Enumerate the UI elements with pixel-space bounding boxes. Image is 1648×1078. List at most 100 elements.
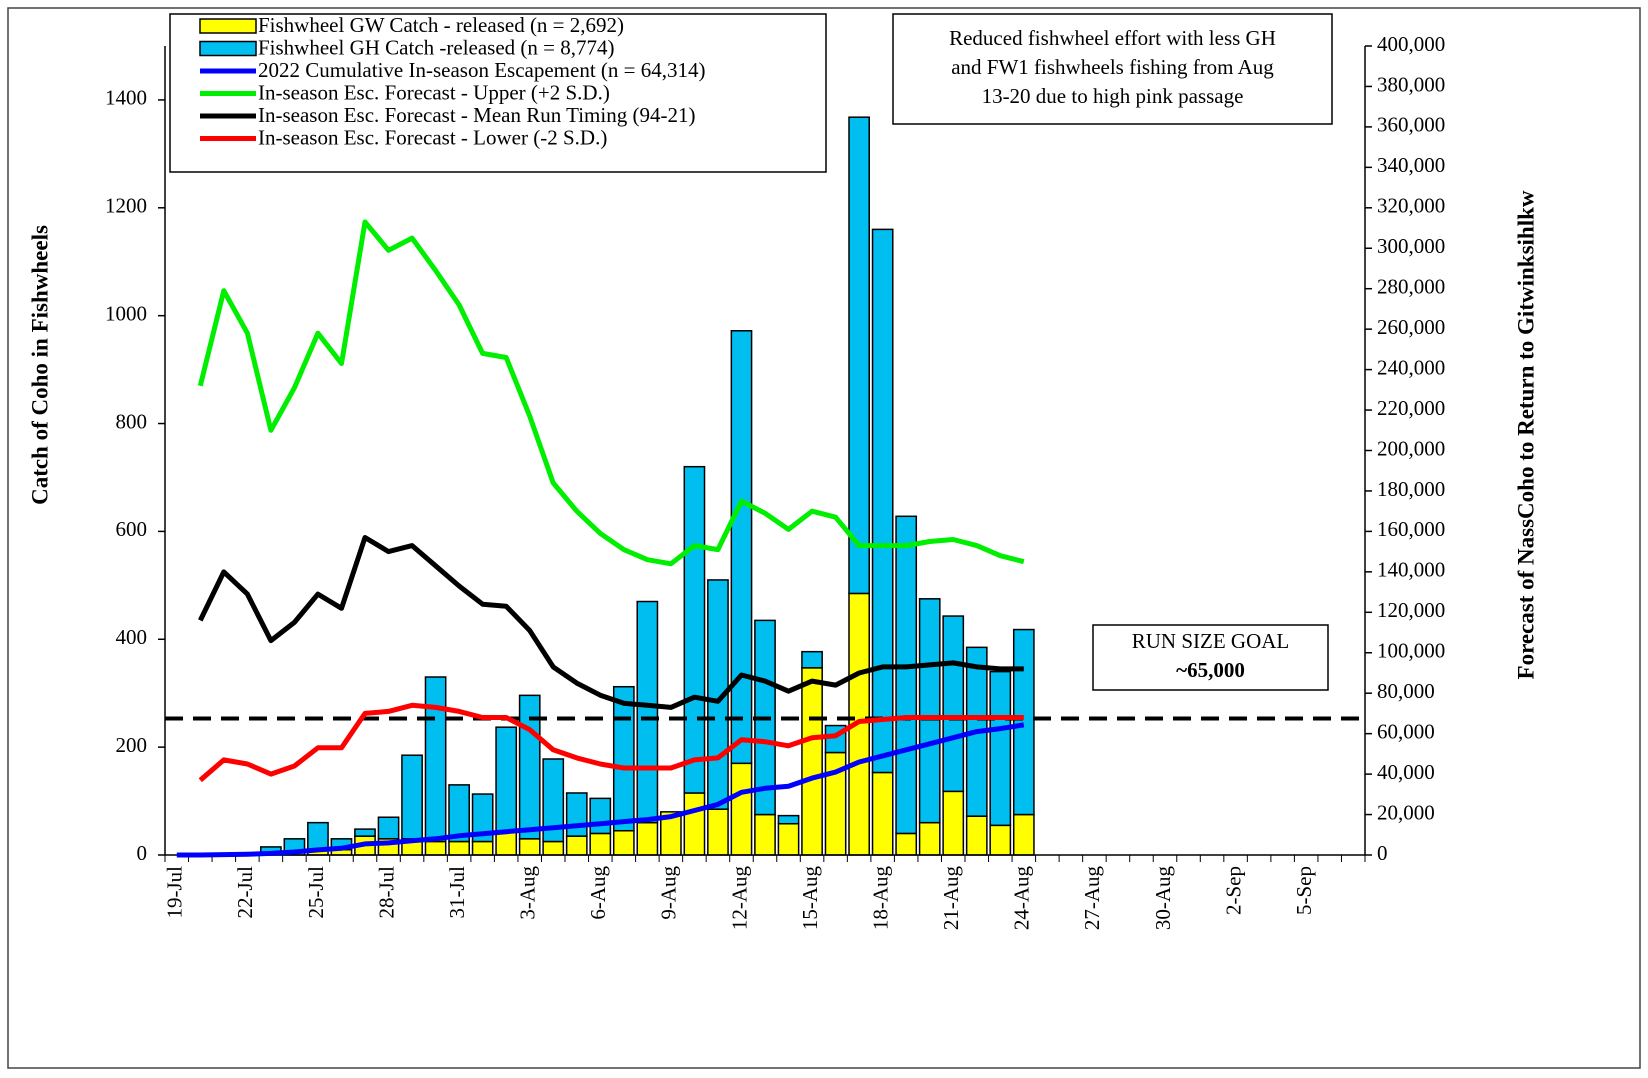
- bar: [401, 754, 423, 840]
- y2-tick-label: 200,000: [1377, 436, 1445, 460]
- x-tick-label: 27-Aug: [1080, 866, 1104, 931]
- bar: [307, 821, 329, 851]
- y-tick-label: 1000: [105, 301, 147, 325]
- bar: [542, 758, 565, 843]
- y-tick-label: 400: [116, 625, 148, 649]
- x-tick-label: 25-Jul: [304, 866, 328, 919]
- y2-tick-label: 0: [1377, 841, 1388, 865]
- y2-tick-label: 360,000: [1377, 113, 1445, 137]
- bar: [989, 824, 1012, 856]
- bar: [989, 670, 1012, 827]
- y2-tick-label: 60,000: [1377, 719, 1435, 743]
- bar: [589, 797, 612, 835]
- bar: [683, 792, 706, 856]
- y2-tick-label: 220,000: [1377, 396, 1445, 420]
- y2-tick-label: 320,000: [1377, 194, 1445, 218]
- bar: [942, 615, 965, 793]
- annotation-text: Reduced fishwheel effort with less GH: [949, 26, 1276, 50]
- y-tick-label: 1200: [105, 194, 147, 218]
- y2-axis-title: Forecast of NassCoho to Return to Gitwin…: [1513, 190, 1538, 679]
- bar: [730, 762, 753, 856]
- y2-tick-label: 400,000: [1377, 32, 1445, 56]
- bar: [777, 822, 800, 856]
- x-tick-label: 18-Aug: [868, 866, 892, 931]
- legend-label: Fishwheel GW Catch - released (n = 2,692…: [258, 13, 624, 37]
- line-series: [176, 722, 1025, 858]
- bar: [565, 835, 588, 856]
- bar: [354, 828, 376, 837]
- y2-tick-label: 300,000: [1377, 234, 1445, 258]
- y-tick-label: 200: [116, 733, 148, 757]
- bar: [942, 790, 965, 856]
- bar: [424, 840, 447, 856]
- bar: [730, 330, 753, 765]
- bar: [542, 840, 565, 856]
- legend-swatch: [199, 40, 257, 57]
- legend-box: [169, 13, 827, 173]
- x-tick-label: 2-Sep: [1221, 866, 1245, 915]
- y2-tick-label: 260,000: [1377, 315, 1445, 339]
- y2-tick-label: 380,000: [1377, 72, 1445, 96]
- y-tick-label: 1400: [105, 86, 147, 110]
- chart-frame: [7, 7, 1641, 1069]
- x-tick-label: 24-Aug: [1010, 866, 1034, 931]
- annotation-box: [1092, 624, 1329, 691]
- y2-tick-label: 120,000: [1377, 598, 1445, 622]
- bar: [636, 821, 659, 856]
- bar: [1012, 813, 1035, 856]
- bar: [707, 808, 729, 856]
- bar: [1012, 628, 1035, 816]
- x-tick-label: 12-Aug: [727, 866, 751, 931]
- bar: [801, 667, 823, 856]
- bar: [612, 829, 635, 856]
- legend-label: In-season Esc. Forecast - Lower (-2 S.D.…: [258, 125, 607, 149]
- annotation-box: [892, 13, 1333, 125]
- x-tick-label: 3-Aug: [516, 866, 540, 920]
- y2-tick-label: 80,000: [1377, 679, 1435, 703]
- x-tick-label: 30-Aug: [1151, 866, 1175, 931]
- bar: [589, 832, 612, 856]
- x-tick-label: 5-Sep: [1292, 866, 1316, 915]
- y2-tick-label: 160,000: [1377, 517, 1445, 541]
- bar: [448, 784, 470, 843]
- y2-tick-label: 40,000: [1377, 760, 1435, 784]
- legend-label: Fishwheel GH Catch -released (n = 8,774): [258, 35, 615, 59]
- annotation-text: 13-20 due to high pink passage: [982, 84, 1244, 108]
- y2-tick-label: 100,000: [1377, 639, 1445, 663]
- bar: [871, 228, 894, 774]
- bar: [918, 598, 941, 824]
- y2-tick-label: 180,000: [1377, 477, 1445, 501]
- bar: [565, 792, 588, 837]
- y2-tick-label: 280,000: [1377, 275, 1445, 299]
- y-tick-label: 600: [116, 517, 148, 541]
- bar: [918, 821, 941, 856]
- x-tick-label: 15-Aug: [798, 866, 822, 931]
- annotation-text: ~65,000: [1176, 658, 1245, 682]
- x-tick-label: 22-Jul: [233, 866, 257, 919]
- x-tick-label: 6-Aug: [586, 866, 610, 920]
- legend-label: In-season Esc. Forecast - Mean Run Timin…: [258, 103, 695, 127]
- y2-tick-label: 20,000: [1377, 800, 1435, 824]
- bar: [424, 676, 447, 843]
- annotation-text: and FW1 fishwheels fishing from Aug: [951, 55, 1274, 79]
- bar: [871, 771, 894, 856]
- bar: [848, 116, 870, 595]
- bar: [965, 815, 988, 856]
- x-tick-label: 19-Jul: [163, 866, 187, 919]
- x-tick-label: 9-Aug: [657, 866, 681, 920]
- legend-swatch: [199, 18, 257, 34]
- y-axis-title: Catch of Coho in Fishwheels: [27, 225, 52, 505]
- bar: [471, 840, 494, 856]
- y2-tick-label: 240,000: [1377, 355, 1445, 379]
- bar: [471, 793, 494, 843]
- bar: [636, 600, 659, 824]
- line-series: [198, 535, 1024, 710]
- bar: [377, 816, 400, 840]
- bar: [495, 726, 518, 832]
- bar: [801, 650, 823, 669]
- line-series: [197, 219, 1025, 567]
- y2-tick-label: 140,000: [1377, 558, 1445, 582]
- x-tick-label: 21-Aug: [939, 866, 963, 931]
